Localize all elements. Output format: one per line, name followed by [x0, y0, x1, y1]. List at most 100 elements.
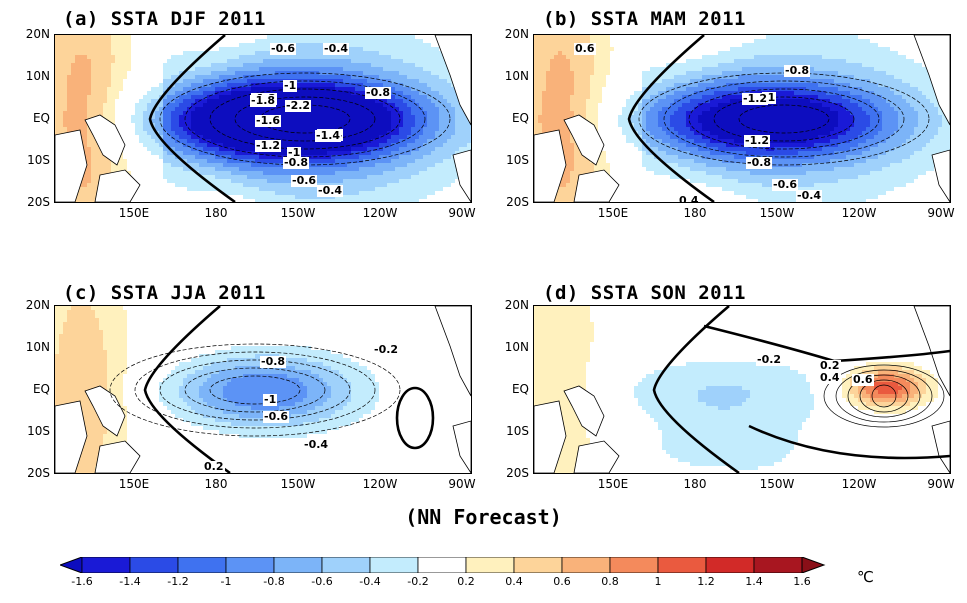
forecast-caption: (NN Forecast)	[405, 505, 562, 529]
contour-label: -1.2	[742, 92, 769, 105]
zero-contour-loop	[395, 386, 435, 450]
lat-tick-label: 20N	[504, 298, 529, 312]
land-mass	[84, 114, 126, 166]
unit-label: ℃	[857, 568, 874, 586]
land-mass	[452, 420, 471, 473]
contour-label: -0.2	[373, 343, 400, 356]
lon-tick-label: 150E	[118, 477, 150, 491]
lat-tick-label: 10N	[25, 69, 50, 83]
contour-line	[134, 351, 376, 429]
colorbar-swatch	[465, 557, 515, 573]
land-mass	[573, 440, 620, 473]
colorbar-tick-label: 0.8	[601, 575, 619, 588]
lat-tick-label: EQ	[511, 111, 529, 125]
colorbar-tick-label: -0.8	[263, 575, 285, 588]
contour-label: -0.6	[270, 42, 297, 55]
land-mass	[94, 440, 141, 473]
contour-label: -0.6	[772, 178, 799, 191]
lon-tick-label: 180	[204, 477, 228, 491]
contour-line	[823, 364, 945, 428]
contour-label: -1	[263, 393, 278, 406]
contour-line	[688, 88, 880, 150]
zero-contour	[143, 306, 231, 473]
lon-tick-label: 120W	[841, 206, 877, 220]
contour-label: -0.4	[303, 438, 330, 451]
lat-tick-label: 10N	[504, 69, 529, 83]
zero-contour	[627, 35, 715, 202]
lon-tick-label: 90W	[448, 477, 476, 491]
land-mass	[931, 420, 950, 473]
panel-b-map: 0.6 -0.8 -1 -1.2 -1.2 -0.8 -0.6 -0.4 0.4	[533, 34, 951, 203]
contour-line	[871, 384, 897, 408]
colorbar-tick-label: -1	[220, 575, 232, 588]
colorbar-low-arrow	[60, 557, 83, 573]
contour-label: 0.4	[819, 371, 841, 384]
colorbar-tick-label: -0.4	[359, 575, 381, 588]
colorbar-tick-label: 0.6	[553, 575, 571, 588]
contour-label: -0.4	[317, 184, 344, 197]
lat-tick-label: EQ	[32, 382, 50, 396]
lon-tick-label: 150W	[759, 477, 795, 491]
colorbar-swatch	[609, 557, 659, 573]
lat-tick-label: EQ	[32, 111, 50, 125]
lon-tick-label: 150E	[597, 477, 629, 491]
lat-tick-label: 20N	[25, 27, 50, 41]
contour-label: -0.8	[784, 64, 811, 77]
contour-label: -1.2	[744, 134, 771, 147]
sst-anomaly-field	[534, 35, 950, 202]
land-mass	[534, 129, 567, 202]
contour-label: 0.2	[819, 359, 841, 372]
lon-tick-label: 180	[204, 206, 228, 220]
lon-tick-label: 120W	[362, 477, 398, 491]
panel-a-title: (a) SSTA DJF 2011	[63, 8, 266, 30]
contour-label: -1	[283, 79, 298, 92]
lat-tick-label: 10S	[27, 424, 50, 438]
contour-label: -1.8	[250, 94, 277, 107]
lon-tick-label: 150E	[118, 206, 150, 220]
color-bar	[60, 557, 826, 573]
land-mass	[573, 169, 620, 202]
sst-anomaly-field	[55, 35, 471, 202]
contour-label: -0.8	[260, 355, 287, 368]
colorbar-swatch	[417, 557, 467, 573]
colorbar-swatch	[129, 557, 179, 573]
lat-tick-label: 10S	[27, 153, 50, 167]
colorbar-tick-label: -1.4	[119, 575, 141, 588]
lon-tick-label: 150E	[597, 206, 629, 220]
contour-line	[234, 96, 376, 142]
colorbar-tick-label: 1.2	[697, 575, 715, 588]
land-mass	[434, 35, 471, 126]
colorbar-high-arrow	[801, 557, 826, 573]
contour-label: -1.2	[255, 139, 282, 152]
land-mass	[931, 149, 950, 202]
colorbar-swatch	[561, 557, 611, 573]
land-mass	[84, 385, 126, 437]
sst-anomaly-field	[55, 306, 471, 473]
lon-tick-label: 90W	[927, 206, 955, 220]
contour-label: -0.8	[365, 86, 392, 99]
contour-label: 0.6	[574, 42, 596, 55]
land-mass	[434, 306, 471, 397]
contour-label: -0.4	[796, 189, 823, 202]
contour-line	[209, 375, 301, 405]
colorbar-tick-label: -0.2	[407, 575, 429, 588]
lon-tick-label: 120W	[362, 206, 398, 220]
land-mass	[913, 306, 950, 397]
contour-line	[109, 343, 401, 437]
lon-tick-label: 180	[683, 206, 707, 220]
lat-tick-label: 20S	[27, 195, 50, 209]
colorbar-swatch	[81, 557, 131, 573]
colorbar-swatch	[177, 557, 227, 573]
contour-line	[847, 374, 921, 418]
panel-d-map: -0.2 0.2 0.4 0.6	[533, 305, 951, 474]
colorbar-tick-label: 1.4	[745, 575, 763, 588]
land-mass	[55, 400, 88, 473]
colorbar-tick-label: 0.4	[505, 575, 523, 588]
lon-tick-label: 180	[683, 477, 707, 491]
colorbar-tick-label: -1.6	[71, 575, 93, 588]
lon-tick-label: 150W	[280, 477, 316, 491]
lon-tick-label: 120W	[841, 477, 877, 491]
lat-tick-label: 10S	[506, 424, 529, 438]
lat-tick-label: 10N	[504, 340, 529, 354]
land-mass	[452, 149, 471, 202]
